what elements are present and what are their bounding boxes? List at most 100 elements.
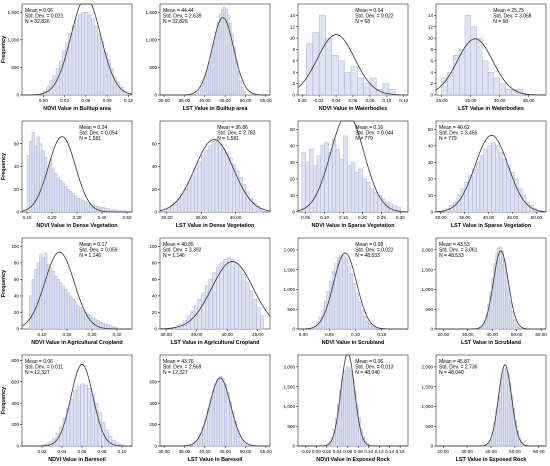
x-tick-label: 40.00 — [199, 449, 211, 454]
histogram-bar — [211, 141, 216, 213]
y-tick-label: 200 — [149, 422, 157, 427]
histogram-bar — [31, 279, 35, 330]
histogram-chart: 0 20 40 60 30.00 35.00 40.00 LST Value in Dense… — [152, 120, 271, 229]
stats-line: Mean = 0.08 — [355, 242, 383, 248]
x-tick-label: 30.00 — [461, 449, 473, 454]
y-axis-label: Frequency — [1, 270, 7, 297]
histogram-bar — [511, 311, 514, 330]
stats-line: Std. Dev. = 3.061 — [439, 248, 478, 254]
histogram-bar — [324, 142, 329, 213]
y-tick-label: 20 — [290, 177, 296, 182]
histogram-bar — [493, 77, 500, 96]
normal-curve — [435, 38, 546, 96]
histogram-bar — [214, 383, 218, 447]
x-tick-label: 30.00 — [158, 98, 170, 103]
y-tick-label: 6 — [292, 58, 295, 63]
histogram-bar — [499, 383, 502, 447]
stats-line: Std. Dev. = 0.054 — [79, 131, 118, 137]
histogram-bar — [51, 270, 55, 330]
normal-curve — [297, 34, 409, 96]
y-tick-label: 0 — [154, 444, 157, 449]
histogram-panel-3: 0 2 4 6 8 10 12 14 0.00 0.02 0.04 0.06 0.08 0.10 0.12 N… — [276, 0, 412, 115]
histogram-bar — [241, 87, 244, 96]
x-tick-label: 0.05 — [301, 215, 310, 220]
y-tick-label: 500 — [287, 307, 295, 312]
histogram-bar — [49, 159, 53, 213]
x-axis-label: LST Value in Scrubland — [461, 340, 521, 346]
y-tick-label: 30 — [290, 160, 296, 165]
x-tick-label: 30.00 — [494, 98, 506, 103]
stats-line: N = 1,581 — [217, 136, 239, 142]
histogram-bar — [237, 71, 240, 96]
histogram-panel-6: 0 20 40 60 30.00 35.00 40.00 LST Value in Dense… — [138, 117, 274, 232]
histogram-bar — [216, 379, 220, 447]
histogram-panel-11: 0 500 1,000 1,500 2,000 0.00 0.05 0.10 0.15 NDVI … — [276, 234, 412, 349]
histogram-bar — [241, 274, 246, 330]
x-tick-label: 0.02 — [315, 98, 324, 103]
y-tick-label: 40 — [14, 164, 20, 169]
histogram-bar — [341, 378, 344, 447]
histogram-bar — [221, 378, 225, 447]
histogram-bar — [216, 267, 221, 330]
y-tick-label: 20 — [14, 310, 20, 315]
histogram-chart: 0 2 4 6 8 10 12 14 20.00 25.00 30.00 35.00 LST Value… — [428, 3, 547, 112]
histogram-bar — [377, 195, 382, 213]
histogram-bar — [214, 31, 218, 96]
x-tick-label: 35.00 — [191, 332, 203, 337]
histogram-bar — [59, 282, 63, 330]
y-tick-label: 0 — [430, 210, 433, 215]
x-tick-label: 0.08 — [354, 449, 363, 454]
x-axis-label: LST Value in Exposed Rock — [456, 457, 527, 463]
histogram-bar — [516, 327, 520, 330]
histogram-bar — [36, 262, 40, 330]
y-tick-label: 14 — [290, 13, 296, 18]
y-tick-label: 100 — [149, 244, 157, 249]
normal-curve — [435, 134, 547, 213]
y-tick-label: 2,000 — [284, 247, 296, 252]
histogram-bar — [216, 22, 220, 96]
histogram-bar — [202, 82, 206, 96]
histogram-bar — [238, 436, 242, 447]
stats-line: Mean = 40.62 — [439, 125, 470, 131]
histogram-bar — [223, 259, 228, 330]
y-tick-label: 0 — [16, 444, 19, 449]
histogram-bar — [371, 326, 375, 330]
histogram-bar — [211, 390, 215, 447]
y-tick-label: 0 — [292, 93, 295, 98]
histogram-bar — [64, 186, 68, 213]
histogram-bar — [343, 135, 348, 213]
stats-line: Mean = 44.44 — [163, 8, 194, 14]
histogram-panel-16: 0 500 1,000 1,500 2,000 20.00 30.00 40.00 50.00 6… — [414, 351, 550, 466]
stats-line: N = 68 — [493, 19, 508, 25]
histogram-chart: 0 10 20 30 40 50 0.05 0.10 0.15 0.20 0.25 0.30NDVI … — [290, 120, 409, 229]
x-tick-label: 20.00 — [437, 449, 449, 454]
histogram-bar — [87, 387, 92, 447]
y-tick-label: 10 — [290, 36, 296, 41]
y-tick-label: 4 — [430, 70, 433, 75]
histogram-bar — [76, 305, 80, 330]
histogram-bar — [388, 89, 396, 96]
histogram-bar — [110, 68, 114, 96]
y-tick-label: 30 — [428, 160, 434, 165]
histogram-bar — [328, 152, 333, 213]
x-tick-label: 35.00 — [179, 449, 191, 454]
x-tick-label: 50.00 — [511, 332, 523, 337]
y-tick-label: 80 — [14, 260, 20, 265]
stats-line: Std. Dev. = 0.013 — [355, 365, 394, 371]
x-tick-label: 0.03 — [60, 98, 69, 103]
histogram-bar — [94, 318, 98, 330]
y-tick-label: 14 — [428, 13, 434, 18]
histogram-bar — [69, 191, 73, 213]
y-tick-label: 0 — [16, 210, 19, 215]
histogram-bar — [357, 77, 364, 96]
histogram-bar — [495, 145, 500, 213]
histogram-panel-5: 0 20 40 60 0.10 0.20 0.30 0.40 0.50 NDVI Value in… — [0, 117, 136, 232]
histogram-bar — [197, 161, 202, 213]
stats-line: Std. Dev. = 2.639 — [163, 14, 202, 20]
histogram-bar — [74, 195, 78, 213]
y-tick-label: 20 — [152, 310, 158, 315]
y-axis-label: Frequency — [1, 153, 7, 180]
stats-line: Mean = 45.87 — [439, 359, 470, 365]
x-tick-label: 0.06 — [349, 98, 358, 103]
y-tick-label: 12 — [290, 24, 296, 29]
